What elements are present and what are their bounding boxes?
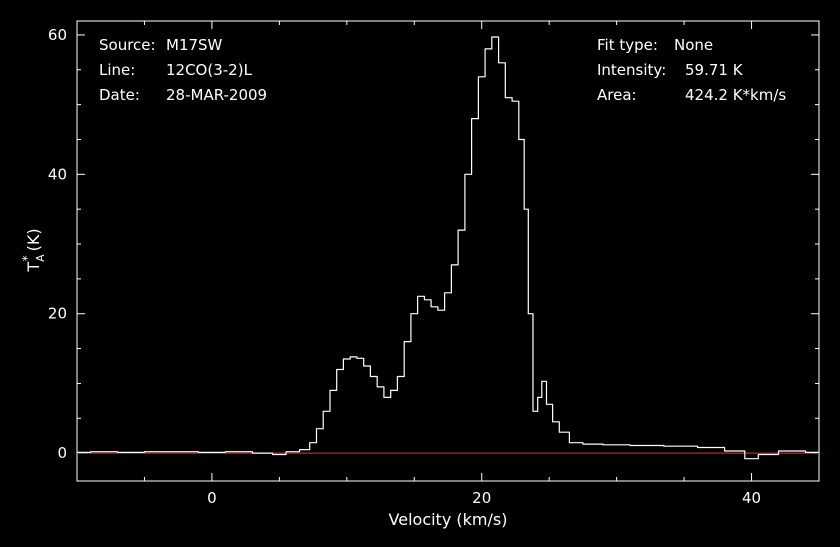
plot-frame <box>76 20 820 482</box>
date-value: 28-MAR-2009 <box>166 86 267 104</box>
y-axis-label-sup: * <box>20 255 34 261</box>
y-axis-label-sub: A <box>34 254 47 262</box>
y-tick-label: 0 <box>57 444 67 462</box>
x-tick-label: 40 <box>742 489 761 507</box>
y-tick-label: 60 <box>48 26 67 44</box>
line-label: Line: <box>99 61 135 79</box>
tick-labels: 0 20 40 0 20 40 60 <box>48 26 761 507</box>
intensity-value: 59.71 K <box>685 61 744 79</box>
fit-type-value: None <box>674 36 713 54</box>
area-value: 424.2 K*km/s <box>685 86 786 104</box>
x-axis-label: Velocity (km/s) <box>389 510 508 529</box>
x-tick-label: 0 <box>207 489 217 507</box>
fit-type-label: Fit type: <box>597 36 658 54</box>
y-axis-label: TA* (K) <box>20 228 47 272</box>
y-tick-label: 20 <box>48 305 67 323</box>
date-label: Date: <box>99 86 140 104</box>
area-label: Area: <box>597 86 637 104</box>
y-axis-label-unit: (K) <box>24 228 43 251</box>
spectrum-line <box>77 36 819 460</box>
source-label: Source: <box>99 36 156 54</box>
intensity-label: Intensity: <box>597 61 666 79</box>
source-value: M17SW <box>166 36 223 54</box>
line-value: 12CO(3-2)L <box>166 61 253 79</box>
y-axis-label-main: T <box>24 262 43 273</box>
x-tick-label: 20 <box>472 489 491 507</box>
y-tick-label: 40 <box>48 165 67 183</box>
